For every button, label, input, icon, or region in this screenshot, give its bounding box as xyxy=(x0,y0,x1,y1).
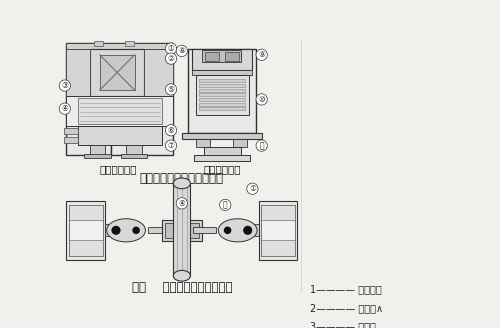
Bar xyxy=(261,240,295,256)
Text: ⑩: ⑩ xyxy=(258,95,265,104)
Bar xyxy=(184,223,199,238)
Bar xyxy=(248,224,258,236)
Bar xyxy=(64,137,78,143)
Bar xyxy=(202,50,241,62)
Bar xyxy=(199,107,246,110)
Text: ③: ③ xyxy=(62,81,68,90)
Bar xyxy=(105,224,116,236)
Text: 1———— 加强门框: 1———— 加强门框 xyxy=(310,284,382,294)
Polygon shape xyxy=(106,219,146,242)
Bar xyxy=(199,89,246,92)
Bar xyxy=(162,219,202,241)
Bar xyxy=(68,240,103,256)
Text: ⑧: ⑧ xyxy=(178,46,186,55)
Bar xyxy=(192,49,252,70)
Bar xyxy=(261,205,295,256)
Bar xyxy=(84,154,110,158)
Text: ⑤: ⑤ xyxy=(168,85,174,94)
Text: ④: ④ xyxy=(62,104,68,113)
Bar xyxy=(192,227,216,234)
Bar xyxy=(126,145,142,155)
Bar xyxy=(196,75,248,115)
Text: ④: ④ xyxy=(178,199,186,208)
Bar xyxy=(120,154,147,158)
Bar xyxy=(225,52,239,61)
Bar xyxy=(90,50,144,95)
Bar xyxy=(66,50,90,95)
Text: 2———— 加强件∧: 2———— 加强件∧ xyxy=(310,303,384,313)
Bar xyxy=(261,205,295,220)
Text: 3———— 转接料: 3———— 转接料 xyxy=(310,321,376,328)
Bar xyxy=(194,155,250,161)
Bar xyxy=(205,52,219,61)
Bar xyxy=(188,49,256,133)
Text: ①: ① xyxy=(168,44,174,53)
Bar xyxy=(94,41,103,46)
Bar xyxy=(199,98,246,101)
Bar xyxy=(68,205,103,220)
Bar xyxy=(124,41,134,46)
Polygon shape xyxy=(218,219,257,242)
Text: 下口竖剖节点: 下口竖剖节点 xyxy=(204,164,241,174)
Bar xyxy=(90,145,105,155)
Text: 图三新型地弹簧门竖剖节点: 图三新型地弹簧门竖剖节点 xyxy=(140,172,224,185)
Bar xyxy=(78,126,162,145)
Bar xyxy=(258,201,298,259)
Bar xyxy=(78,98,162,124)
Circle shape xyxy=(133,227,139,234)
Ellipse shape xyxy=(174,270,190,281)
Text: ②: ② xyxy=(168,54,174,63)
Bar xyxy=(199,84,246,87)
Bar xyxy=(68,205,103,256)
Bar xyxy=(112,43,174,155)
Bar xyxy=(66,201,105,259)
Bar xyxy=(100,55,134,90)
Text: 上口竖剖节点: 上口竖剖节点 xyxy=(100,164,137,174)
Bar xyxy=(192,70,252,75)
Bar xyxy=(199,102,246,106)
Text: ⑨: ⑨ xyxy=(258,50,265,59)
Bar xyxy=(144,50,174,95)
Circle shape xyxy=(244,226,252,234)
Text: ⑫: ⑫ xyxy=(223,200,228,209)
Bar xyxy=(199,79,246,82)
Bar xyxy=(233,139,247,147)
Bar xyxy=(66,95,174,126)
Bar xyxy=(196,139,210,147)
Text: ⑪: ⑪ xyxy=(260,141,264,150)
Bar xyxy=(174,183,190,276)
Text: ①: ① xyxy=(249,184,256,193)
Bar xyxy=(165,223,180,238)
Text: ⑦: ⑦ xyxy=(168,141,174,150)
Bar xyxy=(66,43,174,50)
Bar xyxy=(199,93,246,96)
Ellipse shape xyxy=(174,178,190,189)
Text: 图四    新型地弹簧门横剖节点: 图四 新型地弹簧门横剖节点 xyxy=(132,281,232,294)
Circle shape xyxy=(112,226,120,234)
Bar xyxy=(66,43,112,155)
Bar xyxy=(148,227,171,234)
Bar xyxy=(180,227,186,234)
Text: ⑥: ⑥ xyxy=(168,126,174,135)
Circle shape xyxy=(224,227,230,234)
Bar xyxy=(204,147,241,155)
Bar xyxy=(64,128,78,134)
Bar xyxy=(182,133,262,139)
